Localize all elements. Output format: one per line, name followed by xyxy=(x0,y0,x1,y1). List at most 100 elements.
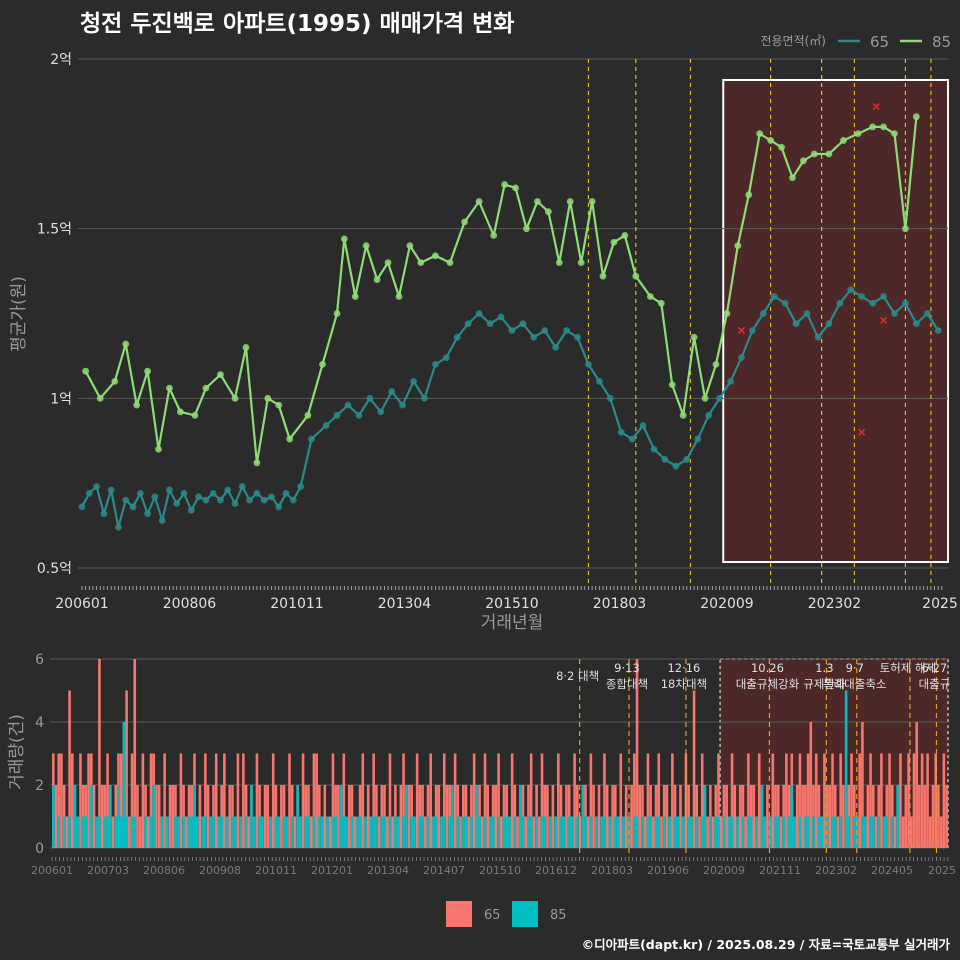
bar-65 xyxy=(57,753,61,848)
bar-65 xyxy=(263,785,267,848)
series-85-point xyxy=(880,123,887,131)
bar-65 xyxy=(700,753,704,848)
series-85-point xyxy=(869,123,877,131)
series-65-point xyxy=(770,293,778,300)
series-65-point xyxy=(606,394,614,402)
bar-65 xyxy=(402,753,405,848)
bar-85 xyxy=(114,816,118,848)
series-85-point xyxy=(373,276,381,283)
bar-85 xyxy=(182,816,185,848)
bar-85 xyxy=(152,785,156,848)
bar-85 xyxy=(798,816,802,848)
bar-85 xyxy=(736,816,739,848)
bar-85 xyxy=(98,816,101,848)
bar-85 xyxy=(456,816,460,848)
bar-85 xyxy=(483,816,487,848)
series-65-point xyxy=(475,310,483,317)
bar-65 xyxy=(738,785,742,848)
bar-65 xyxy=(361,753,365,848)
bar-65 xyxy=(557,753,560,848)
bar-65 xyxy=(516,816,519,848)
bar-85 xyxy=(81,816,85,848)
bar-85 xyxy=(225,816,229,848)
series-65-point xyxy=(628,435,636,443)
bar-85 xyxy=(730,816,734,848)
bar-85 xyxy=(464,816,468,848)
bar-85 xyxy=(741,816,745,848)
series-85-point xyxy=(712,361,720,368)
bar-85 xyxy=(307,816,310,848)
bar-85 xyxy=(885,816,889,848)
bar-65 xyxy=(494,785,498,848)
series-65-point xyxy=(552,344,560,351)
price-chart: 0.5억 1억 1.5억 2억 200601 200806 201011 201304 2015… xyxy=(9,33,958,633)
bar-65 xyxy=(633,753,636,848)
series-65-point xyxy=(388,388,396,395)
series-85-point xyxy=(202,384,210,392)
bar-85 xyxy=(820,816,823,848)
bar-85 xyxy=(768,816,772,848)
series-85-point xyxy=(461,218,468,226)
series-65-point xyxy=(93,483,100,490)
bar-65 xyxy=(901,816,905,848)
bar-65 xyxy=(771,753,775,848)
bar-85 xyxy=(703,785,707,848)
bar-65 xyxy=(529,753,533,848)
series-85-point xyxy=(668,381,676,389)
bar-65 xyxy=(280,785,283,848)
bar-65 xyxy=(801,785,804,848)
bar-85 xyxy=(109,785,112,848)
bar-85 xyxy=(774,816,777,848)
series-85-point xyxy=(588,198,596,205)
bar-85 xyxy=(603,816,606,848)
bar-85 xyxy=(470,816,473,848)
bottom-y-tick-label: 4 xyxy=(35,715,44,731)
series-85-point xyxy=(646,293,654,300)
bar-85 xyxy=(760,785,764,848)
bar-85 xyxy=(687,816,690,848)
series-85-point xyxy=(231,394,239,402)
series-65-point xyxy=(410,377,417,385)
bar-65 xyxy=(459,816,462,848)
bar-85 xyxy=(404,785,408,848)
series-85-point xyxy=(778,143,785,151)
series-65-point xyxy=(585,361,592,368)
bar-85 xyxy=(277,816,280,848)
bar-85 xyxy=(676,816,680,848)
bar-65 xyxy=(698,816,701,848)
bar-65 xyxy=(923,785,927,848)
bar-85 xyxy=(345,816,348,848)
series-65-point xyxy=(217,496,224,504)
series-65-point xyxy=(253,489,261,497)
bottom-x-tick-label: 202405 xyxy=(871,864,913,877)
series-85-point xyxy=(902,225,909,233)
bar-85 xyxy=(326,816,329,848)
bar-85 xyxy=(616,816,620,848)
bar-85 xyxy=(252,816,256,848)
bar-85 xyxy=(318,816,321,848)
bar-85 xyxy=(426,816,430,848)
series-85-point xyxy=(191,411,199,419)
bar-65 xyxy=(372,753,375,848)
bar-85 xyxy=(84,816,88,848)
series-65-point xyxy=(246,496,253,504)
bar-65 xyxy=(168,785,172,848)
bar-65 xyxy=(706,816,709,848)
bar-65 xyxy=(657,753,661,848)
series-85-point xyxy=(501,181,509,188)
series-85-point xyxy=(756,130,764,138)
series-85-point xyxy=(534,198,541,205)
bar-65 xyxy=(228,785,232,848)
bar-65 xyxy=(100,785,104,848)
series-85-point xyxy=(657,299,665,307)
bar-65 xyxy=(133,659,137,848)
bar-85 xyxy=(584,816,587,848)
bar-65 xyxy=(149,753,153,848)
bar-85 xyxy=(513,816,517,848)
bar-65 xyxy=(920,753,924,848)
bar-65 xyxy=(391,816,394,848)
bar-65 xyxy=(60,753,63,848)
bar-65 xyxy=(939,816,943,848)
series-85-point xyxy=(621,232,629,239)
bar-85 xyxy=(529,816,533,848)
